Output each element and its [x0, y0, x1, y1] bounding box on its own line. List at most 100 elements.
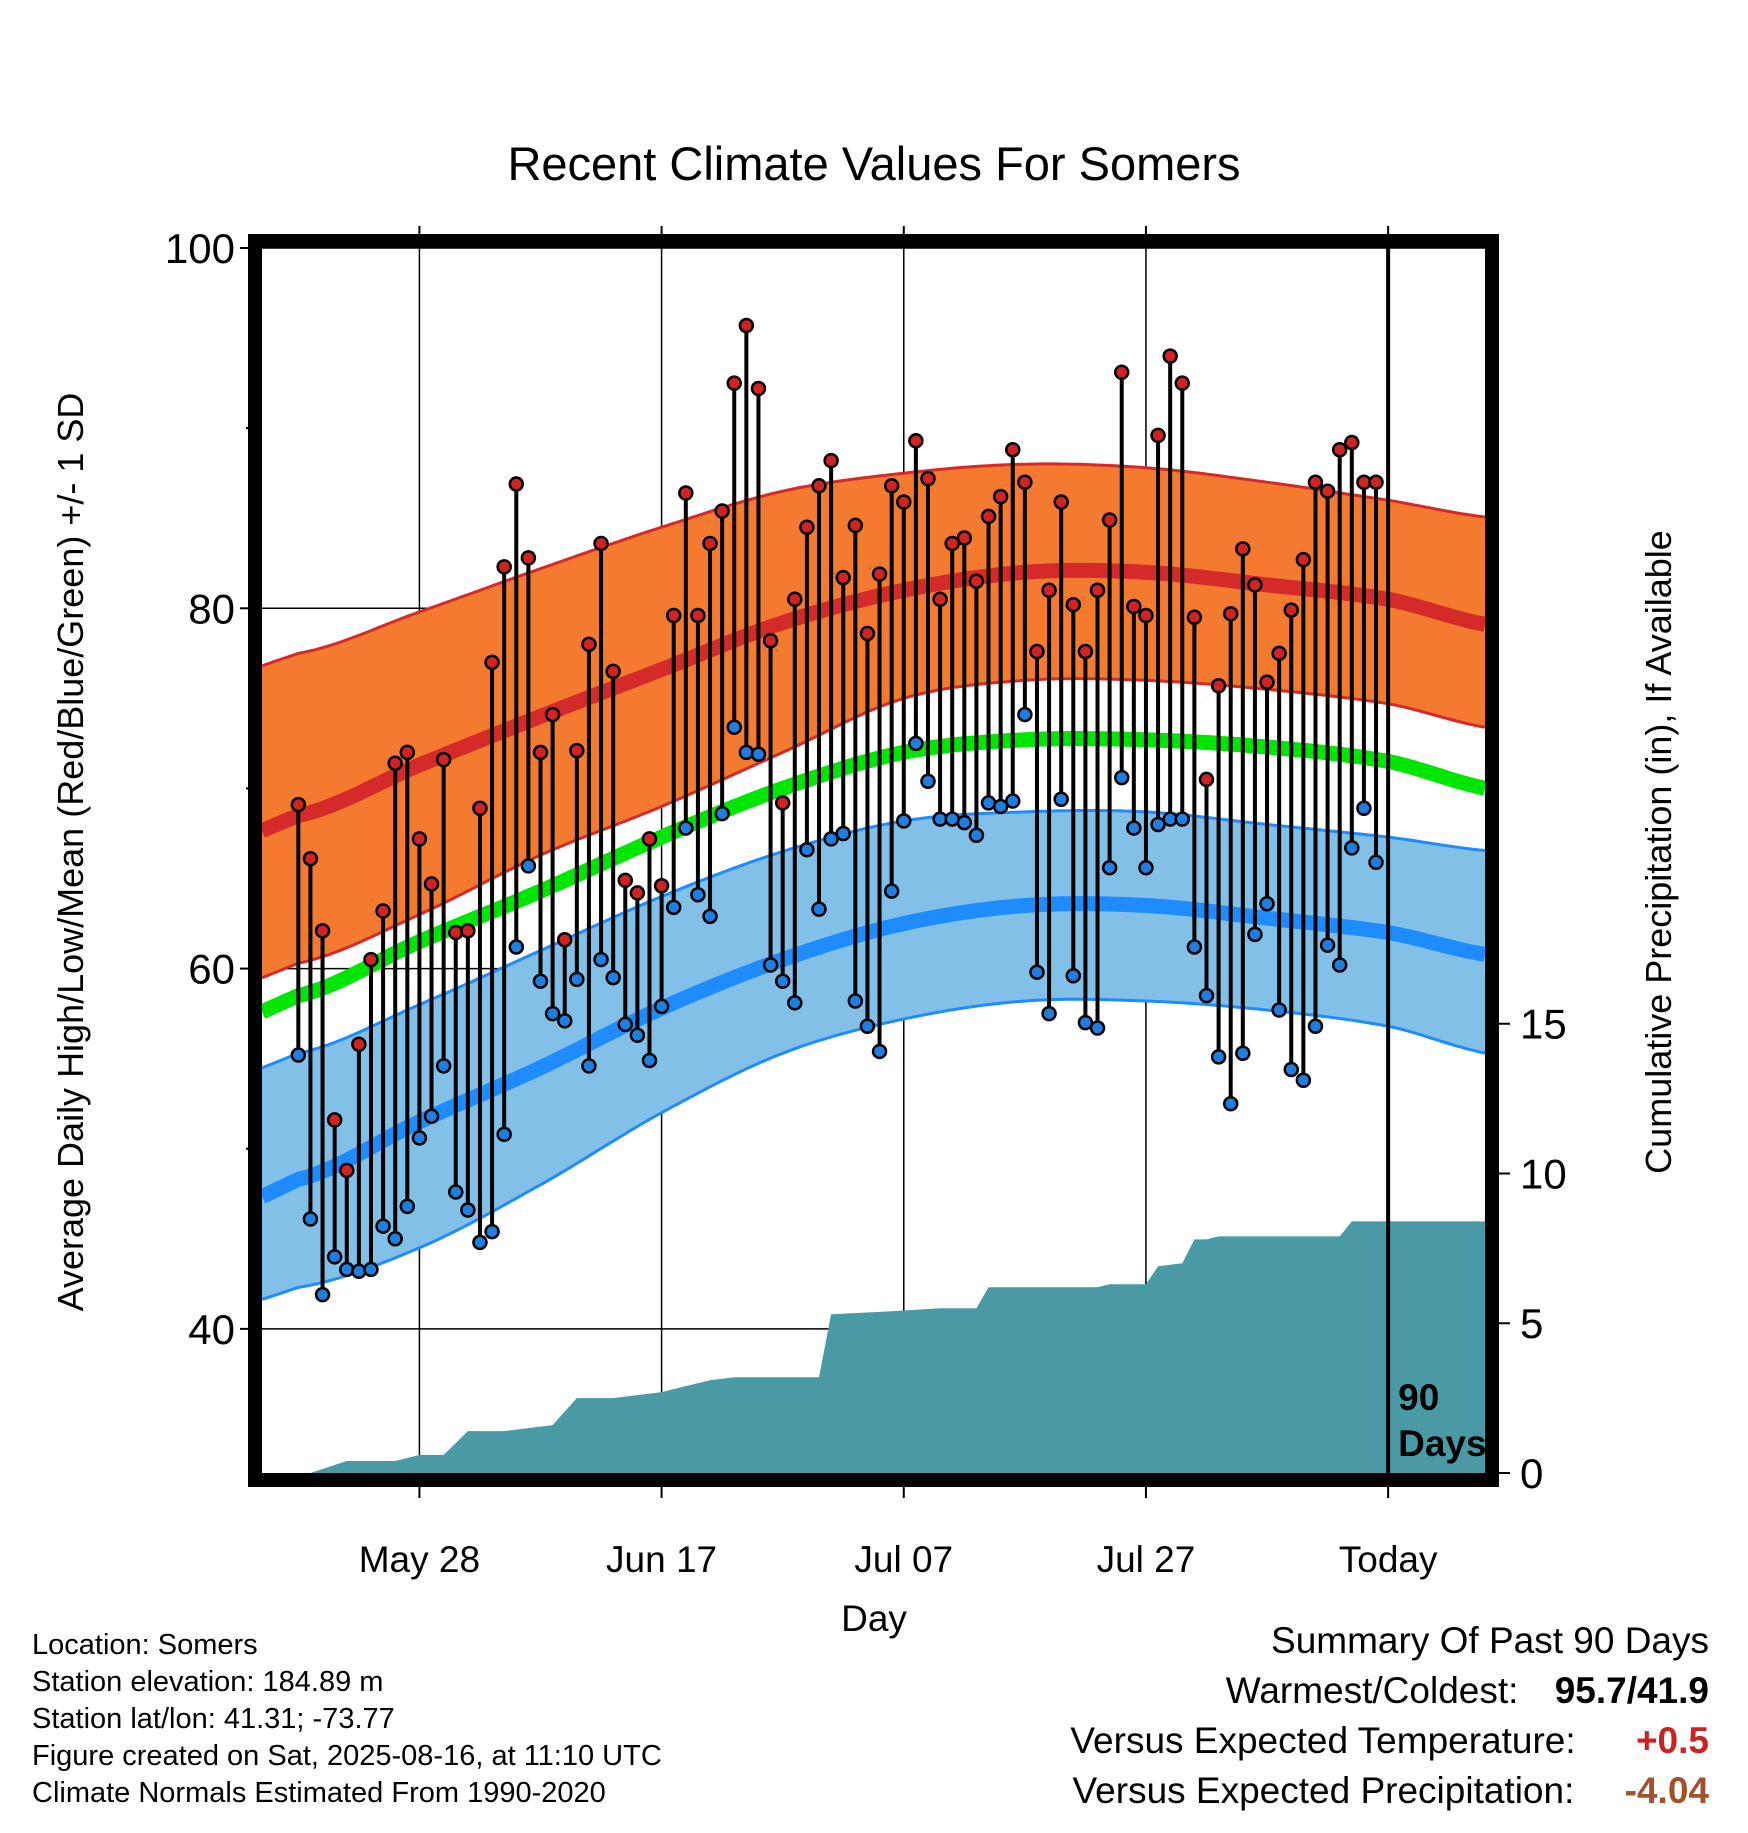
daily-high-point: [896, 494, 912, 510]
daily-low-point: [399, 1198, 416, 1215]
chart-title: Recent Climate Values For Somers: [507, 137, 1240, 190]
summary-title: Summary Of Past 90 Days: [1271, 1620, 1709, 1661]
daily-high-point: [520, 550, 537, 566]
daily-low-point: [883, 883, 900, 899]
x-axis-label: Day: [841, 1598, 907, 1639]
daily-low-point: [1344, 840, 1360, 856]
daily-low-point: [472, 1234, 488, 1251]
daily-low-point: [702, 908, 718, 925]
daily-low-point: [532, 973, 549, 989]
daily-low-point: [1331, 957, 1348, 973]
daily-low-point: [1198, 987, 1215, 1004]
y-axis-label: Average Daily High/Low/Mean (Red/Blue/Gr…: [50, 393, 91, 1312]
daily-low-point: [1247, 926, 1263, 943]
x-tick-label: Jul 27: [1097, 1539, 1196, 1580]
daily-low-point: [581, 1058, 597, 1074]
daily-low-point: [1077, 1014, 1094, 1031]
daily-high-point: [532, 744, 549, 761]
daily-low-point: [423, 1108, 440, 1125]
daily-low-point: [1089, 1020, 1106, 1036]
axes: 40 60 80 100 0 5 10 15 May 28 Jun 17 Jul 07 Jul 27 T…: [165, 225, 1567, 1580]
daily-low-point: [508, 939, 525, 955]
daily-high-point: [1174, 375, 1191, 391]
daily-high-point: [1235, 541, 1251, 557]
daily-high-point: [556, 932, 573, 948]
daily-low-point: [1271, 1002, 1287, 1018]
daily-high-point: [678, 485, 694, 501]
daily-high-point: [690, 607, 706, 624]
daily-high-point: [1259, 674, 1275, 690]
daily-low-point: [363, 1261, 379, 1278]
daily-low-point: [411, 1130, 428, 1146]
daily-high-point: [787, 591, 803, 608]
daily-low-point: [896, 813, 912, 829]
daily-high-point: [375, 903, 391, 919]
daily-high-point: [992, 488, 1009, 505]
daily-low-point: [1101, 859, 1118, 876]
daily-low-point: [1138, 859, 1154, 876]
daily-high-point: [351, 1036, 367, 1052]
daily-low-point: [544, 1005, 561, 1022]
daily-high-point: [944, 535, 960, 552]
daily-high-point: [387, 755, 403, 771]
daily-high-point: [435, 751, 452, 768]
daily-high-point: [1150, 427, 1166, 444]
daily-high-point: [1077, 643, 1094, 660]
daily-high-point: [314, 923, 331, 939]
daily-low-point: [629, 1027, 646, 1043]
daily-low-point: [799, 841, 815, 858]
daily-high-point: [411, 831, 428, 847]
x-tick-label: May 28: [359, 1539, 480, 1580]
daily-high-point: [593, 535, 609, 552]
daily-high-point: [714, 503, 730, 519]
high-normal-band: [262, 463, 1485, 978]
daily-low-point: [569, 971, 585, 988]
daily-low-point: [556, 1013, 573, 1029]
y2-tick-label: 10: [1520, 1150, 1567, 1197]
daily-low-point: [1005, 793, 1021, 809]
daily-high-point: [811, 478, 827, 494]
daily-high-point: [326, 1112, 343, 1128]
daily-high-point: [460, 923, 476, 939]
daily-low-point: [617, 1016, 634, 1033]
daily-low-point: [1259, 895, 1275, 912]
plot-area: 90 Days: [262, 248, 1485, 1473]
daily-low-point: [835, 825, 851, 842]
daily-high-point: [847, 517, 864, 534]
daily-high-point: [1307, 474, 1324, 490]
daily-high-point: [956, 530, 973, 546]
daily-low-point: [375, 1218, 391, 1234]
daily-low-point: [823, 831, 839, 847]
daily-high-point: [750, 380, 767, 397]
daily-low-point: [774, 973, 791, 989]
daily-low-point: [908, 735, 924, 752]
created-text: Figure created on Sat, 2025-08-16, at 11…: [32, 1740, 662, 1772]
daily-high-point: [339, 1162, 355, 1179]
daily-high-point: [423, 876, 440, 892]
daily-low-point: [447, 1184, 464, 1200]
plot-clip-group: 90 Days: [262, 248, 1485, 1473]
daily-high-point: [1295, 551, 1312, 568]
daily-low-point: [496, 1126, 512, 1143]
daily-high-point: [968, 573, 985, 590]
daily-low-point: [387, 1231, 403, 1247]
daily-high-point: [1113, 364, 1130, 381]
daily-low-point: [1174, 811, 1191, 827]
daily-low-point: [326, 1249, 343, 1265]
daily-high-point: [1089, 582, 1106, 599]
daily-low-point: [520, 858, 537, 874]
y2-axis-label: Cumulative Precipitation (in), If Availa…: [1638, 530, 1679, 1174]
daily-low-point: [738, 744, 755, 761]
daily-low-point: [992, 798, 1009, 815]
daily-low-point: [641, 1052, 658, 1069]
daily-low-point: [750, 746, 767, 762]
daily-low-point: [351, 1263, 367, 1279]
y2-tick-label: 5: [1520, 1300, 1543, 1347]
daily-high-point: [762, 632, 779, 649]
x-tick-label: Jul 07: [854, 1539, 953, 1580]
daily-low-point: [1356, 800, 1372, 817]
daily-high-point: [617, 872, 634, 889]
daily-high-point: [702, 535, 718, 552]
daily-low-point: [1295, 1072, 1312, 1089]
